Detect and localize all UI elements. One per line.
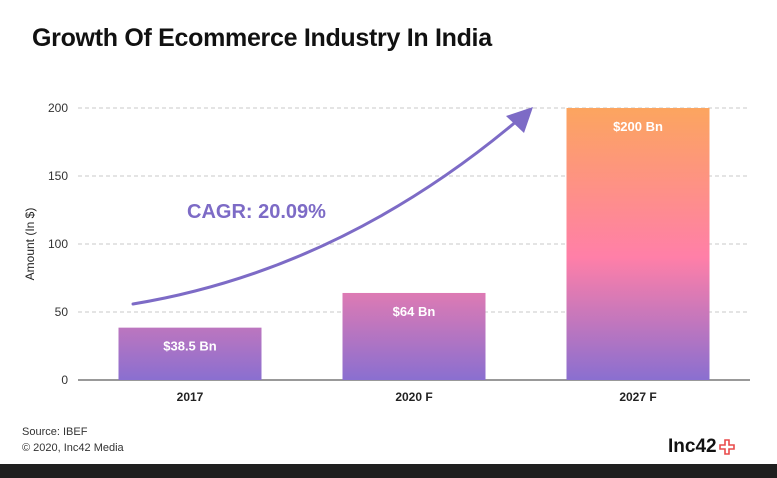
y-tick-label: 100 — [48, 237, 68, 251]
brand-logo: Inc42 — [668, 436, 735, 458]
plus-icon — [718, 439, 735, 455]
copyright-text: © 2020, Inc42 Media — [22, 442, 124, 454]
bar — [566, 108, 710, 380]
y-tick-label: 50 — [55, 305, 69, 319]
source-text: Source: IBEF — [22, 426, 88, 438]
arrow-head-icon — [506, 107, 533, 133]
bar-chart: 0 50 100 150 200 Amount (In $) $38.5 Bn 2017 $6… — [23, 101, 750, 404]
bottom-bar — [0, 464, 777, 478]
chart-title: Growth Of Ecommerce Industry In India — [32, 24, 492, 52]
data-label: $200 Bn — [613, 119, 663, 134]
y-tick-label: 0 — [61, 373, 68, 387]
x-tick-label: 2017 — [177, 390, 204, 404]
bar — [342, 292, 486, 380]
brand-name: Inc42 — [668, 436, 717, 457]
x-tick-label: 2027 F — [619, 390, 656, 404]
y-axis-title: Amount (In $) — [23, 208, 37, 281]
y-tick-label: 200 — [48, 101, 68, 115]
y-tick-label: 150 — [48, 169, 68, 183]
bar — [118, 327, 262, 380]
data-label: $64 Bn — [393, 304, 436, 319]
cagr-annotation: CAGR: 20.09% — [187, 201, 326, 223]
cagr-arrow-group: CAGR: 20.09% — [131, 107, 533, 306]
data-label: $38.5 Bn — [163, 339, 217, 354]
cagr-arrow — [131, 118, 520, 306]
bars — [118, 108, 710, 380]
labels: $38.5 Bn 2017 $64 Bn 2020 F $200 Bn 2027 F — [163, 119, 663, 404]
x-tick-label: 2020 F — [395, 390, 432, 404]
